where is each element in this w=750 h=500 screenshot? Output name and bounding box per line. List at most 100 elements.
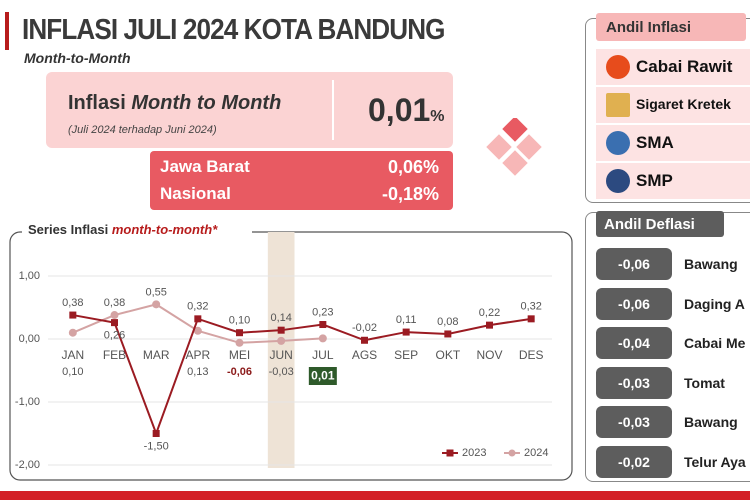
point (194, 315, 202, 323)
point (152, 300, 161, 309)
deflasi-value: -0,06 (596, 248, 672, 280)
x-tick-label: JUN (269, 348, 292, 362)
point (111, 319, 118, 327)
region-value: -0,18% (381, 184, 439, 204)
point (319, 321, 327, 329)
point (527, 315, 535, 323)
y-tick-label: -1,00 (15, 396, 40, 408)
point (277, 326, 285, 334)
x-tick-label: SEP (394, 348, 418, 362)
summary-label: Inflasi (68, 92, 126, 114)
inflasi-row: Cabai Rawit (596, 49, 750, 85)
data-label: -0,06 (227, 366, 252, 378)
data-label: 0,13 (187, 366, 208, 378)
deflasi-title: Andil Deflasi (596, 211, 724, 237)
x-tick-label: JUL (312, 348, 334, 362)
inflasi-row: Sigaret Kretek (596, 87, 750, 123)
deflasi-row: -0,06 Daging A (596, 287, 745, 321)
deflasi-item: Bawang (684, 256, 738, 272)
data-label: -1,50 (144, 440, 169, 452)
inflasi-item: Cabai Rawit (636, 57, 733, 76)
x-tick-label: MAR (143, 348, 170, 362)
deflasi-value: -0,02 (596, 445, 672, 478)
deflasi-value: -0,03 (596, 406, 672, 438)
point (318, 334, 327, 343)
point (235, 338, 244, 347)
deflasi-value: -0,06 (596, 287, 672, 320)
title-backdrop (22, 222, 252, 242)
legend-label: 2023 (462, 447, 486, 459)
data-label: 0,14 (270, 312, 291, 324)
point (402, 328, 410, 336)
point (361, 336, 368, 344)
accent-bar (5, 12, 9, 50)
data-label: 0,32 (187, 301, 208, 313)
footer-bar (0, 491, 750, 500)
region-name: Jawa Barat (160, 157, 250, 176)
data-label: 0,38 (104, 297, 125, 309)
data-label: -0,02 (352, 322, 377, 334)
page-title: INFLASI JULI 2024 KOTA BANDUNG (22, 14, 445, 46)
data-label: 0,01 (311, 369, 335, 383)
chart-title-emphasis: month-to-month* (112, 222, 218, 237)
inflasi-item: SMA (636, 133, 674, 152)
chart-title: Series Inflasi month-to-month* (28, 222, 218, 237)
data-label: 0,11 (396, 314, 417, 326)
summary-label-emphasis: Month to Month (131, 92, 282, 114)
icon (606, 131, 630, 155)
inflasi-item: SMP (636, 171, 673, 190)
deflasi-value: -0,03 (596, 366, 672, 399)
chart-title-main: Series Inflasi (28, 222, 108, 237)
summary-box: Inflasi Month to Month (Juli 2024 terhad… (46, 72, 453, 148)
data-label: 0,08 (437, 316, 458, 328)
chart: Series Inflasi month-to-month* 1,00 0,00 -… (9, 222, 573, 481)
x-tick-label: DES (519, 348, 544, 362)
icon (606, 55, 630, 79)
data-label: 0,22 (479, 307, 500, 319)
series-line (72, 314, 532, 437)
point (236, 329, 243, 337)
inflasi-row: SMP (596, 163, 750, 199)
highlight-band (267, 232, 295, 468)
summary-value: 0,01 (368, 92, 431, 128)
deflasi-item: Telur Aya (684, 453, 746, 470)
region-name: Nasional (160, 184, 231, 203)
y-tick-label: -2,00 (15, 459, 40, 471)
x-tick-label: APR (185, 348, 210, 362)
deflasi-row: -0,03 Bawang (596, 405, 738, 439)
data-label: 0,55 (145, 286, 166, 298)
data-label: 0,26 (104, 330, 125, 342)
region-value: 0,06% (387, 157, 439, 177)
data-label: 0,23 (312, 306, 333, 318)
point (444, 330, 452, 338)
point (68, 328, 77, 337)
x-tick-label: AGS (352, 348, 377, 362)
point (193, 326, 202, 335)
data-label: -0,03 (269, 366, 294, 378)
point (486, 321, 493, 329)
data-label: 0,32 (520, 301, 541, 313)
region-box: Jawa Barat 0,06% Nasional -0,18% (150, 151, 453, 210)
x-tick-label: JAN (61, 348, 84, 362)
point (152, 430, 160, 437)
legend-marker (508, 449, 516, 457)
deflasi-row: -0,02 Telur Aya (596, 445, 746, 479)
x-tick-label: FEB (103, 348, 126, 362)
y-tick-label: 1,00 (19, 270, 40, 282)
data-label: 0,10 (229, 315, 250, 327)
deflasi-item: Tomat (684, 374, 725, 391)
deflasi-item: Bawang (684, 414, 738, 430)
label-box (308, 367, 337, 385)
x-tick-label: NOV (476, 348, 502, 362)
inflasi-row: SMA (596, 125, 750, 161)
point (69, 311, 77, 319)
deflasi-row: -0,04 Cabai Me (596, 326, 745, 360)
summary-unit: % (430, 108, 445, 125)
point (277, 336, 286, 345)
deflasi-panel: Andil Deflasi -0,06 Bawang -0,06 Daging A -0… (585, 211, 750, 482)
deflasi-row: -0,03 Tomat (596, 366, 725, 400)
divider (332, 80, 334, 140)
inflasi-item: Sigaret Kretek (636, 96, 731, 112)
y-tick-label: 0,00 (19, 333, 40, 345)
